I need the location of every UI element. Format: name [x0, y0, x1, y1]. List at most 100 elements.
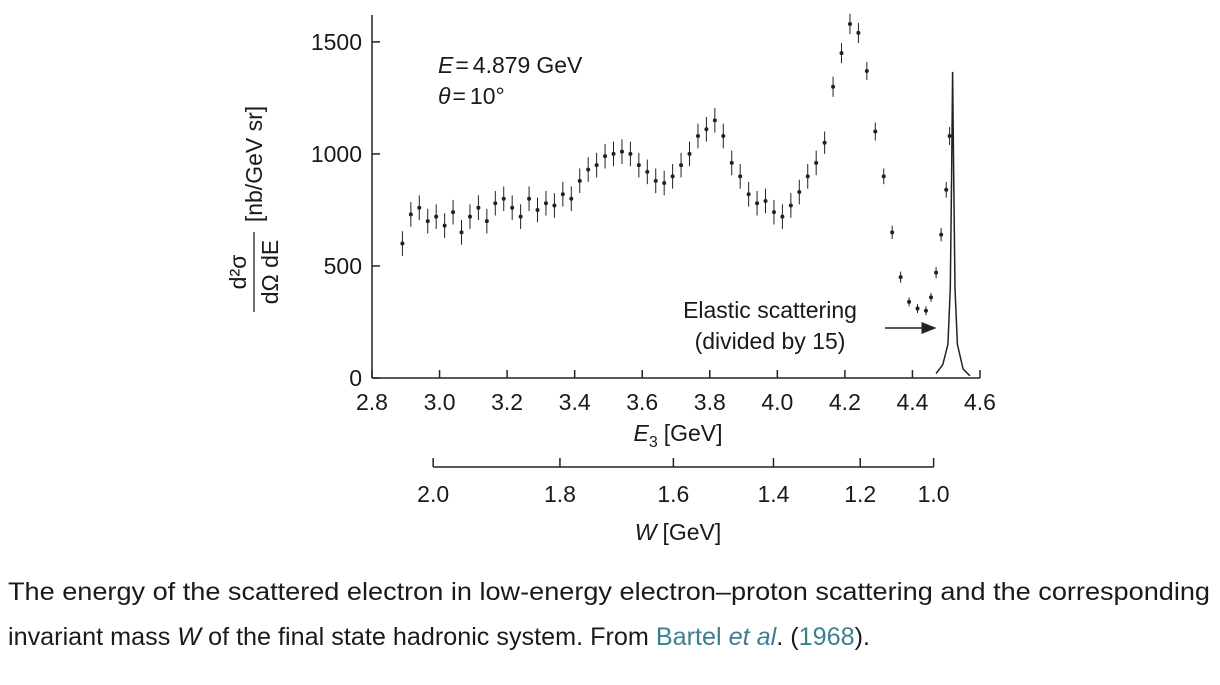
data-point: [577, 178, 582, 183]
x-label-symbol: E: [633, 420, 649, 446]
data-point: [763, 198, 768, 203]
data-point: [822, 140, 827, 145]
x2-tick-label: 1.2: [844, 481, 876, 507]
data-point: [569, 196, 574, 201]
caption-text: W: [177, 623, 203, 651]
data-point: [543, 201, 548, 206]
x2-tick-label: 1.4: [757, 481, 789, 507]
caption-line: invariant mass W of the final state hadr…: [8, 623, 870, 651]
data-point: [695, 134, 700, 138]
data-point: [442, 223, 447, 228]
data-point: [944, 187, 949, 192]
citation-link[interactable]: 1968: [799, 623, 855, 651]
elastic-label: Elastic scattering: [683, 297, 857, 323]
data-point: [535, 207, 540, 212]
data-point: [417, 205, 422, 210]
x-label-unit: [GeV]: [664, 420, 723, 446]
x2-tick-label: 1.8: [544, 481, 576, 507]
caption-text: of the final state hadronic system. From: [201, 623, 656, 651]
data-point: [915, 306, 920, 311]
data-point: [939, 232, 944, 237]
x2-tick-label: 1.6: [657, 481, 689, 507]
y-label-denominator: dΩ dE: [257, 240, 283, 305]
y-tick-label: 500: [324, 253, 362, 279]
data-point: [738, 174, 743, 179]
data-point: [476, 205, 481, 210]
data-point: [619, 149, 624, 154]
data-point: [771, 210, 776, 215]
data-point: [679, 163, 684, 168]
data-point: [434, 214, 439, 219]
x-tick-label: 3.2: [491, 389, 523, 415]
annotation-relation: =: [452, 83, 465, 109]
data-point: [805, 174, 810, 179]
annotation-unit: GeV: [536, 52, 583, 78]
elastic-label: (divided by 15): [695, 328, 846, 354]
x2-tick-label: 2.0: [417, 481, 449, 507]
x-label-subscript: 3: [649, 434, 658, 451]
data-point: [636, 163, 641, 168]
data-point: [881, 174, 886, 179]
caption-line: The energy of the scattered electron in …: [8, 578, 1210, 606]
data-point: [712, 118, 717, 123]
y-tick-label: 0: [349, 365, 362, 391]
data-point: [929, 295, 934, 300]
annotation-relation: =: [455, 52, 468, 78]
annotation-symbol: θ: [438, 83, 451, 109]
data-point: [493, 201, 498, 206]
citation-link[interactable]: Bartel: [656, 623, 729, 651]
data-point: [408, 212, 413, 217]
data-point: [586, 167, 591, 172]
x-tick-label: 2.8: [356, 389, 388, 415]
data-point: [467, 214, 472, 219]
data-point: [425, 219, 430, 224]
data-point: [947, 134, 952, 138]
data-point: [873, 129, 878, 134]
data-point: [755, 201, 760, 206]
data-point: [611, 151, 616, 156]
data-point: [594, 163, 599, 168]
x-axis-label: E3 [GeV]: [633, 420, 722, 451]
y-tick-label: 1500: [311, 29, 362, 55]
data-point: [527, 196, 532, 201]
elastic-peak: [935, 71, 971, 377]
data-point: [814, 160, 819, 165]
annotation-value: 4.879: [473, 52, 531, 78]
annotation-value: 10: [470, 83, 496, 109]
data-point: [400, 241, 405, 246]
data-point: [788, 203, 793, 208]
citation-link[interactable]: et al: [729, 623, 778, 651]
data-point: [780, 214, 785, 219]
x-tick-label: 4.4: [896, 389, 928, 415]
caption-text: invariant mass: [8, 623, 177, 651]
x2-label-symbol: W: [635, 519, 659, 545]
annotation-unit: °: [496, 83, 505, 109]
data-point: [907, 299, 912, 304]
data-point: [923, 308, 928, 313]
data-point: [831, 84, 836, 89]
caption-text: . (: [776, 623, 799, 651]
y-label-unit: [nb/GeV sr]: [241, 106, 267, 222]
data-point: [510, 205, 515, 210]
data-point: [662, 181, 667, 186]
data-point: [797, 190, 802, 195]
y-label-numerator: d²σ: [225, 255, 251, 290]
x-tick-label: 4.0: [761, 389, 793, 415]
data-point: [518, 214, 523, 219]
data-point: [459, 230, 464, 235]
data-point: [645, 169, 650, 174]
caption-text: ).: [855, 623, 870, 651]
annotation: θ= 10°: [438, 83, 505, 109]
x-tick-label: 3.6: [626, 389, 658, 415]
x-tick-label: 4.6: [964, 389, 996, 415]
data-point: [451, 210, 456, 215]
data-point: [898, 275, 903, 280]
data-point: [603, 154, 608, 159]
data-point: [890, 230, 895, 235]
annotation: E= 4.879 GeV: [438, 52, 583, 78]
x2-label-unit: [GeV]: [662, 519, 721, 545]
data-point: [721, 134, 726, 138]
data-point: [847, 21, 852, 26]
annotation-symbol: E: [438, 52, 454, 78]
